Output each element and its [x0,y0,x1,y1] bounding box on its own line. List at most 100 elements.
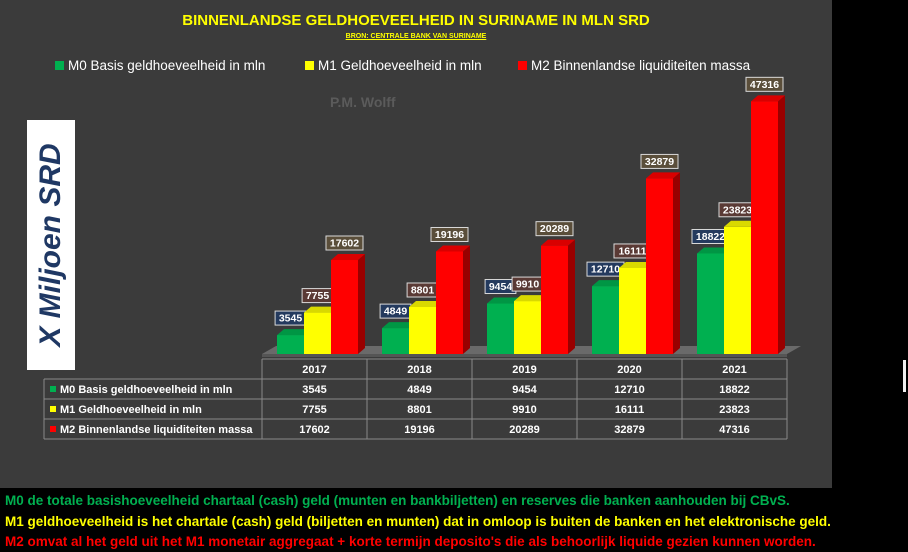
bar-side [358,254,365,354]
legend-swatch-m0 [55,61,64,70]
table-cell: 3545 [302,384,326,396]
bar [304,312,331,354]
bar-top [697,247,731,254]
bar [541,245,568,354]
table-cell: 19196 [404,424,435,436]
data-label: 8801 [411,285,435,297]
bar [592,286,619,354]
table-cell: 20289 [509,424,540,436]
chart-subtitle: BRON: CENTRALE BANK VAN SURINAME [345,33,487,40]
x-tick-label: 2017 [302,364,326,376]
bar [646,178,673,354]
bar [487,303,514,354]
footnote-m0: M0 de totale basishoeveelheid chartaal (… [5,493,790,508]
table-cell: 9910 [512,404,536,416]
bar-side [568,239,575,354]
table-legend-key [50,386,56,392]
bar [619,267,646,354]
table-row-label: M2 Binnenlandse liquiditeiten massa [60,424,253,436]
x-tick-label: 2018 [407,364,431,376]
data-label: 12710 [591,264,620,276]
y-axis-label-box [27,120,75,370]
bar-top [331,254,365,261]
bar [331,260,358,354]
table-cell: 17602 [299,424,330,436]
table-cell: 8801 [407,404,431,416]
bar-top [277,329,311,336]
legend-swatch-m2 [518,61,527,70]
table-cell: 12710 [614,384,645,396]
bar [697,253,724,354]
bar-side [778,95,785,355]
table-row-label: M0 Basis geldhoeveelheid in mln [60,384,233,396]
bar [436,251,463,354]
table-cell: 18822 [719,384,750,396]
bar [382,328,409,354]
bar-side [673,172,680,354]
legend-swatch-m1 [305,61,314,70]
edge-strip [903,360,906,392]
chart-floor-edge [262,354,787,357]
data-label: 3545 [279,313,303,325]
bar [409,307,436,354]
bar-top [514,295,548,302]
bar [724,226,751,354]
table-row-label: M1 Geldhoeveelheid in mln [60,404,202,416]
data-label: 4849 [384,306,408,318]
table-cell: 47316 [719,424,750,436]
bar-top [436,245,470,252]
bar-side [463,245,470,354]
data-label-box [325,235,364,251]
data-label-box [745,76,784,92]
bar-top [409,301,443,308]
x-tick-label: 2019 [512,364,536,376]
table-legend-key [50,426,56,432]
data-label: 9454 [489,281,513,293]
table-cell: 32879 [614,424,645,436]
data-label: 17602 [330,238,359,250]
data-label-box [430,226,469,242]
bar-top [646,172,680,179]
bar-top [592,280,626,287]
legend-item-m0: M0 Basis geldhoeveelheid in mln [55,58,265,73]
footnote-m1: M1 geldhoeveelheid is het chartale (cash… [5,514,831,529]
bar-top [541,239,575,246]
data-label: 7755 [306,290,330,302]
table-cell: 16111 [615,404,644,416]
bar-top [304,306,338,313]
data-label-box [535,221,574,237]
table-cell: 23823 [719,404,750,416]
data-label: 47316 [750,79,779,91]
data-label: 18822 [696,231,725,243]
bar [277,335,304,354]
legend-item-m1: M1 Geldhoeveelheid in mln [305,58,482,73]
bar-top [724,220,758,227]
data-label-box [640,153,679,169]
x-tick-label: 2021 [722,364,746,376]
footnote-m2: M2 omvat al het geld uit het M1 monetair… [5,534,816,549]
bar-top [619,261,653,268]
table-cell: 4849 [407,384,431,396]
table-cell: 7755 [302,404,326,416]
chart-title: BINNENLANDSE GELDHOEVEELHEID IN SURINAME… [182,12,650,29]
legend-label-m2: M2 Binnenlandse liquiditeiten massa [531,58,751,73]
watermark-text: P.M. Wolff [330,94,396,110]
chart-panel [0,0,832,488]
data-label: 19196 [435,229,464,241]
data-label: 23823 [723,204,752,216]
legend-label-m0: M0 Basis geldhoeveelheid in mln [68,58,266,73]
table-legend-key [50,406,56,412]
data-label: 9910 [516,279,540,291]
bar [751,101,778,355]
legend-item-m2: M2 Binnenlandse liquiditeiten massa [518,58,750,73]
x-tick-label: 2020 [617,364,641,376]
bar-top [487,297,521,304]
bar-top [751,95,785,102]
data-label: 32879 [645,156,674,168]
table-cell: 9454 [512,384,537,396]
legend-label-m1: M1 Geldhoeveelheid in mln [318,58,482,73]
data-label: 20289 [540,223,569,235]
bar-top [382,322,416,329]
bar [514,301,541,354]
